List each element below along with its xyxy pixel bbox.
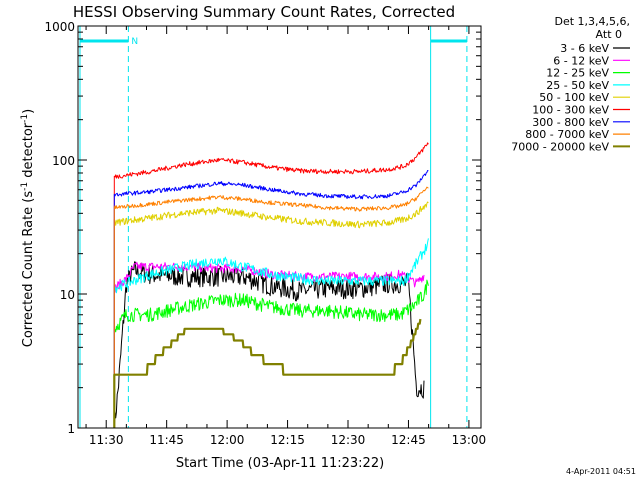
night-marker-label: N [131,37,138,47]
series-line-7000-20000keV [113,318,422,428]
series-line-3-6keV [113,261,425,429]
legend-label: 12 - 25 keV [546,67,609,80]
y-axis-label: Corrected Count Rate (s-1 detector-1) [20,109,36,347]
y-tick-label: 1 [67,422,75,436]
legend-label: 100 - 300 keV [532,104,609,117]
x-tick-label: 12:30 [331,433,366,447]
series-layer [113,142,429,429]
legend-label: 800 - 7000 keV [525,128,609,141]
series-line-6-12keV [113,261,425,428]
legend-label: 25 - 50 keV [546,79,609,92]
series-line-50-100keV [113,201,429,428]
legend-label: 300 - 800 keV [532,116,609,129]
chart-title: HESSI Observing Summary Count Rates, Cor… [73,3,455,21]
legend-label: 7000 - 20000 keV [511,140,609,153]
x-tick-label: 11:30 [89,433,124,447]
x-tick-label: 12:00 [210,433,245,447]
legend-header-line1: Det 1,3,4,5,6, [554,15,630,28]
legend-label: 6 - 12 keV [553,54,609,67]
series-line-100-300keV [113,142,429,428]
x-tick-label: 12:45 [391,433,426,447]
x-tick-label: 11:45 [149,433,184,447]
x-tick-label: 13:00 [452,433,487,447]
series-line-25-50keV [113,238,429,428]
y-tick-label: 10 [60,288,75,302]
legend-label: 3 - 6 keV [560,42,609,55]
series-line-300-800keV [113,170,429,428]
legend-header-line2: Att 0 [596,28,622,41]
x-tick-label: 12:15 [270,433,305,447]
x-axis-label: Start Time (03-Apr-11 11:23:22) [176,456,384,471]
series-line-800-7000keV [113,186,429,428]
night-overlay: N [79,26,468,428]
axis-layer: 11:30 11:45 12:00 12:15 12:30 12:45 13:00 1 10 10… [44,20,486,447]
footer-date: 4-Apr-2011 04:51 [566,467,636,476]
y-tick-label: 100 [52,154,75,168]
plot-frame [77,25,482,429]
y-tick-label: 1000 [44,20,75,34]
series-line-12-25keV [113,279,429,428]
legend-label: 50 - 100 keV [539,91,609,104]
